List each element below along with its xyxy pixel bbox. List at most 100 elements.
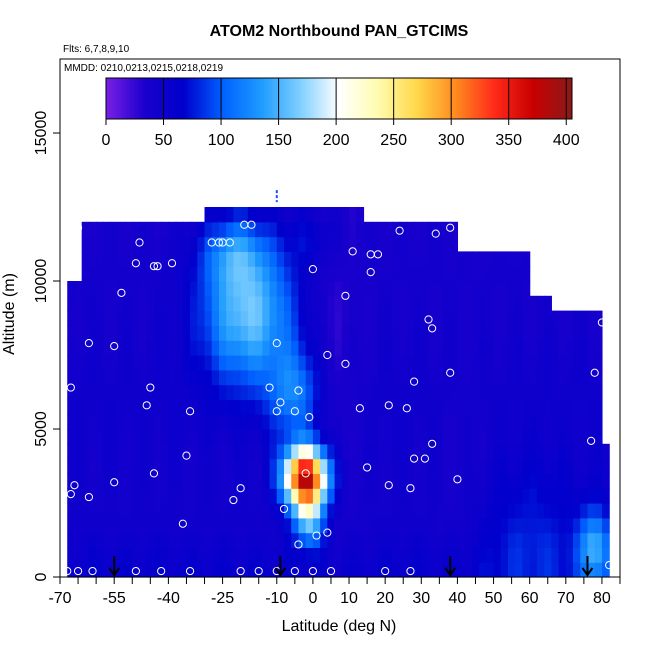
- heat-cell: [587, 310, 596, 326]
- colorbar-swatch: [150, 78, 154, 119]
- sample-point: [341, 359, 350, 368]
- sample-point: [182, 451, 191, 460]
- heat-cell: [327, 221, 336, 238]
- heat-cell: [247, 547, 256, 563]
- sample-point: [312, 531, 321, 540]
- heat-cell: [406, 414, 415, 430]
- heat-cell: [96, 547, 104, 563]
- heat-cell: [67, 295, 76, 312]
- heat-cell: [385, 473, 393, 489]
- heat-cell: [305, 414, 314, 430]
- colorbar-swatch: [375, 78, 379, 119]
- heat-cell: [125, 532, 133, 548]
- heat-cell: [486, 429, 495, 445]
- heat-cell: [471, 458, 480, 474]
- colorbar-swatch: [147, 78, 151, 119]
- heat-cell: [435, 236, 444, 252]
- heat-cell: [305, 325, 314, 341]
- colorbar-swatch: [468, 78, 472, 119]
- heat-cell: [341, 310, 350, 326]
- heat-cell: [168, 325, 177, 341]
- heat-cell: [573, 517, 581, 534]
- heat-cell: [406, 473, 415, 489]
- heat-cell: [276, 236, 285, 252]
- colorbar-swatch: [525, 78, 529, 119]
- colorbar-swatch: [398, 78, 402, 119]
- heat-cell: [103, 399, 112, 415]
- heat-cell: [190, 236, 198, 252]
- heat-cell: [587, 429, 596, 445]
- heat-cell: [312, 355, 321, 371]
- heat-cell: [486, 251, 495, 267]
- heat-cell: [399, 458, 408, 474]
- colorbar-swatch: [168, 78, 172, 119]
- heat-cell: [522, 266, 531, 282]
- heat-cell: [573, 384, 581, 400]
- heat-cell: [479, 532, 487, 548]
- heat-cell: [457, 443, 466, 460]
- heat-cell: [125, 310, 133, 326]
- heat-cell: [81, 503, 90, 519]
- heat-cell: [587, 532, 596, 548]
- flight-arrow: [274, 556, 287, 577]
- heat-cell: [601, 473, 610, 489]
- heat-cell: [269, 281, 278, 297]
- heat-cell: [226, 295, 235, 312]
- heat-cell: [146, 532, 155, 548]
- heat-cell: [298, 488, 307, 504]
- heat-cell: [204, 458, 213, 474]
- sample-point: [272, 407, 281, 416]
- heat-cell: [399, 325, 408, 341]
- heat-cell: [508, 310, 516, 326]
- sample-point: [446, 368, 455, 377]
- chart-subtitle: Flts: 6,7,8,9,10: [63, 44, 130, 55]
- heat-cell: [565, 473, 574, 489]
- heat-cell: [341, 443, 350, 460]
- heat-cell: [377, 503, 386, 519]
- sample-point: [236, 566, 245, 576]
- heat-cell: [450, 236, 459, 252]
- colorbar-swatch: [108, 78, 112, 119]
- heat-cell: [247, 473, 256, 489]
- heat-cell: [298, 340, 307, 356]
- heat-cell: [500, 310, 509, 326]
- heat-cell: [218, 384, 227, 400]
- heat-cell: [132, 458, 141, 474]
- colorbar-swatch: [427, 78, 431, 119]
- heat-cell: [153, 281, 162, 297]
- heat-cell: [211, 355, 220, 371]
- heat-cell: [312, 443, 321, 460]
- heat-cell: [377, 429, 386, 445]
- heat-cell: [139, 355, 148, 371]
- heat-cell: [334, 562, 343, 578]
- heat-cell: [125, 429, 133, 445]
- heat-cell: [464, 281, 473, 297]
- heat-cell: [161, 399, 169, 415]
- heat-cell: [435, 384, 444, 400]
- heat-cell: [392, 384, 401, 400]
- heat-cell: [81, 369, 90, 386]
- colorbar-swatch: [442, 78, 446, 119]
- heat-cell: [349, 207, 357, 223]
- sample-point: [424, 315, 433, 324]
- heat-cell: [349, 384, 357, 400]
- heat-cell: [110, 532, 119, 548]
- heat-cell: [262, 399, 271, 415]
- colorbar-swatch: [142, 78, 146, 119]
- heat-cell: [515, 547, 524, 563]
- heat-cell: [226, 384, 235, 400]
- heat-cell: [110, 355, 119, 371]
- heat-cell: [211, 295, 220, 312]
- heat-cell: [168, 414, 177, 430]
- heat-cell: [493, 532, 502, 548]
- heat-cell: [190, 458, 198, 474]
- heat-cell: [284, 503, 292, 519]
- heat-cell: [587, 369, 596, 386]
- heat-cell: [67, 369, 76, 386]
- heat-cell: [356, 251, 365, 267]
- heat-cell: [327, 399, 336, 415]
- heat-cell: [240, 473, 249, 489]
- heat-cell: [349, 562, 357, 578]
- colorbar-swatch: [191, 78, 195, 119]
- heat-cell: [601, 547, 610, 563]
